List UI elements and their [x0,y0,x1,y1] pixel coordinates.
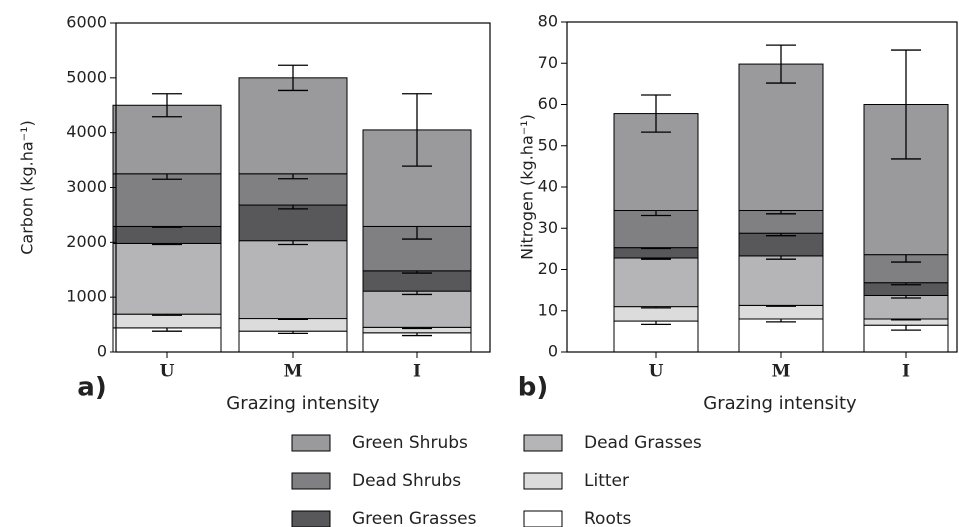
y-tick-label: 6000 [66,13,107,32]
legend-swatch [523,434,563,452]
y-tick-label: 0 [97,342,107,361]
bar-segment [112,327,222,353]
legend-label: Green Grasses [352,509,477,527]
legend-swatch [291,510,331,527]
legend-swatch [523,472,563,490]
bar-segment [238,330,348,353]
bar-segment [112,225,222,244]
y-tick-label: 20 [538,259,558,278]
bar-segment [613,210,699,249]
bar-segment [112,313,222,329]
y-tick-label: 70 [538,53,558,72]
y-axis-label: Carbon (kg.ha⁻¹) [18,120,37,255]
x-tick-label: M [772,362,791,382]
legend-label: Roots [584,509,632,527]
legend-swatch [291,472,331,490]
bar-segment [112,242,222,315]
bar-segment [238,204,348,242]
x-tick-label: U [649,362,664,382]
bar-segment [238,77,348,175]
x-tick-label: M [284,362,303,382]
y-tick-label: 1000 [66,287,107,306]
bar-segment [613,257,699,308]
y-tick-label: 30 [538,218,558,237]
error-bar [641,94,671,133]
y-axis-label: Nitrogen (kg.ha⁻¹) [518,114,537,260]
bar-segment [613,306,699,322]
error-bar [152,93,182,118]
bar-segment [613,247,699,259]
bar-segment [238,318,348,332]
y-tick-label: 3000 [66,177,107,196]
x-tick-label: I [413,362,421,382]
y-tick-label: 10 [538,300,558,319]
bar-segment [863,254,949,284]
bar-segment [738,255,824,306]
bar-segment [738,232,824,257]
x-axis-label: Grazing intensity [703,393,857,414]
legend-label: Dead Grasses [584,433,702,453]
bar-segment [362,290,472,328]
y-tick-label: 2000 [66,232,107,251]
error-bar [891,49,921,160]
bar-segment [362,270,472,292]
legend-swatch [291,434,331,452]
legend-label: Green Shrubs [352,433,468,453]
y-tick-label: 0 [548,342,558,361]
y-tick-label: 4000 [66,122,107,141]
y-tick-label: 80 [538,12,558,31]
x-tick-label: I [902,362,910,382]
plot-frame [115,22,491,353]
legend-label: Dead Shrubs [352,471,461,491]
y-tick-label: 60 [538,94,558,113]
y-tick-label: 5000 [66,67,107,86]
panel-label: a) [77,373,106,403]
legend-swatch [523,510,563,527]
bar-segment [738,304,824,320]
error-bar [766,44,796,84]
error-bar [402,93,432,167]
legend-label: Litter [584,471,629,491]
bar-segment [613,320,699,353]
bar-segment [112,173,222,227]
plot-frame [566,21,958,353]
y-tick-label: 40 [538,177,558,196]
panel-label: b) [518,373,549,403]
bar-segment [738,318,824,353]
error-bar [278,64,308,92]
x-axis-label: Grazing intensity [226,393,380,414]
bar-segment [238,240,348,320]
y-tick-label: 50 [538,135,558,154]
x-tick-label: U [160,362,175,382]
bar-segment [738,63,824,212]
bar-segment [863,294,949,320]
